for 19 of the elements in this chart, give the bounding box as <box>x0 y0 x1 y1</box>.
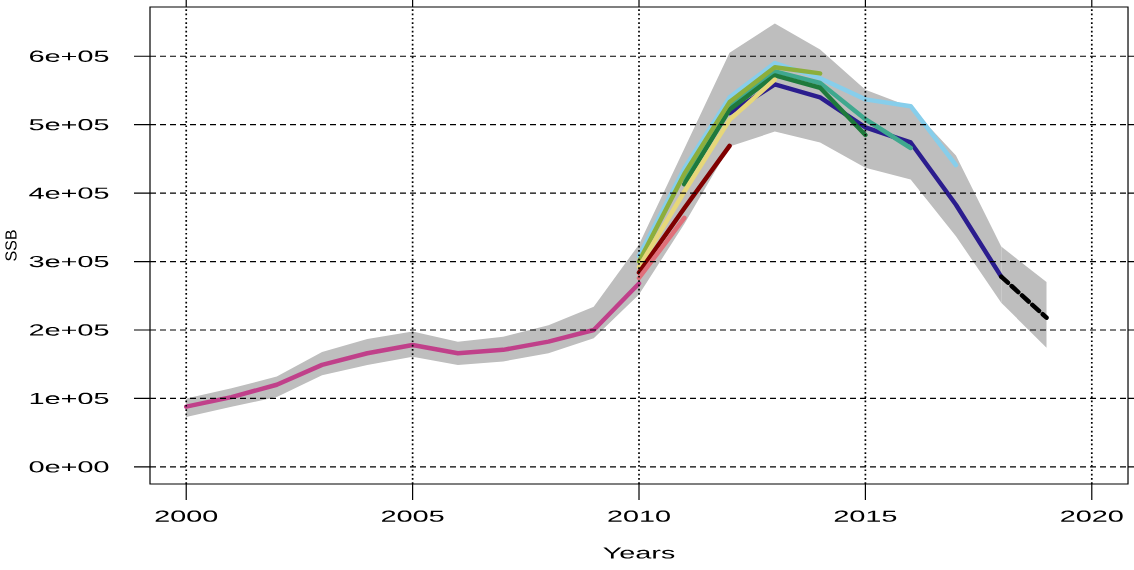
x-tick-label: 2020 <box>1061 510 1123 522</box>
y-tick-label: 4e+05 <box>29 187 109 199</box>
x-tick-label: 2010 <box>608 510 670 522</box>
y-tick-label: 6e+05 <box>30 50 109 62</box>
line-series <box>682 73 868 187</box>
x-axis-title: Years <box>603 547 675 559</box>
y-tick-label: 1e+05 <box>30 392 109 405</box>
line-series <box>636 60 959 259</box>
x-tick-label: 2000 <box>155 510 218 522</box>
y-axis-title: SSB <box>5 230 17 261</box>
line-series <box>183 281 642 409</box>
y-tick-label: 0e+00 <box>29 461 109 473</box>
y-tick-label: 2e+05 <box>30 324 109 336</box>
y-tick-label: 5e+05 <box>29 119 109 131</box>
x-tick-label: 2015 <box>834 510 897 522</box>
y-tick-label: 3e+05 <box>29 255 109 268</box>
line-series <box>636 64 823 264</box>
x-tick-label: 2005 <box>382 510 444 522</box>
line-series <box>636 77 778 270</box>
